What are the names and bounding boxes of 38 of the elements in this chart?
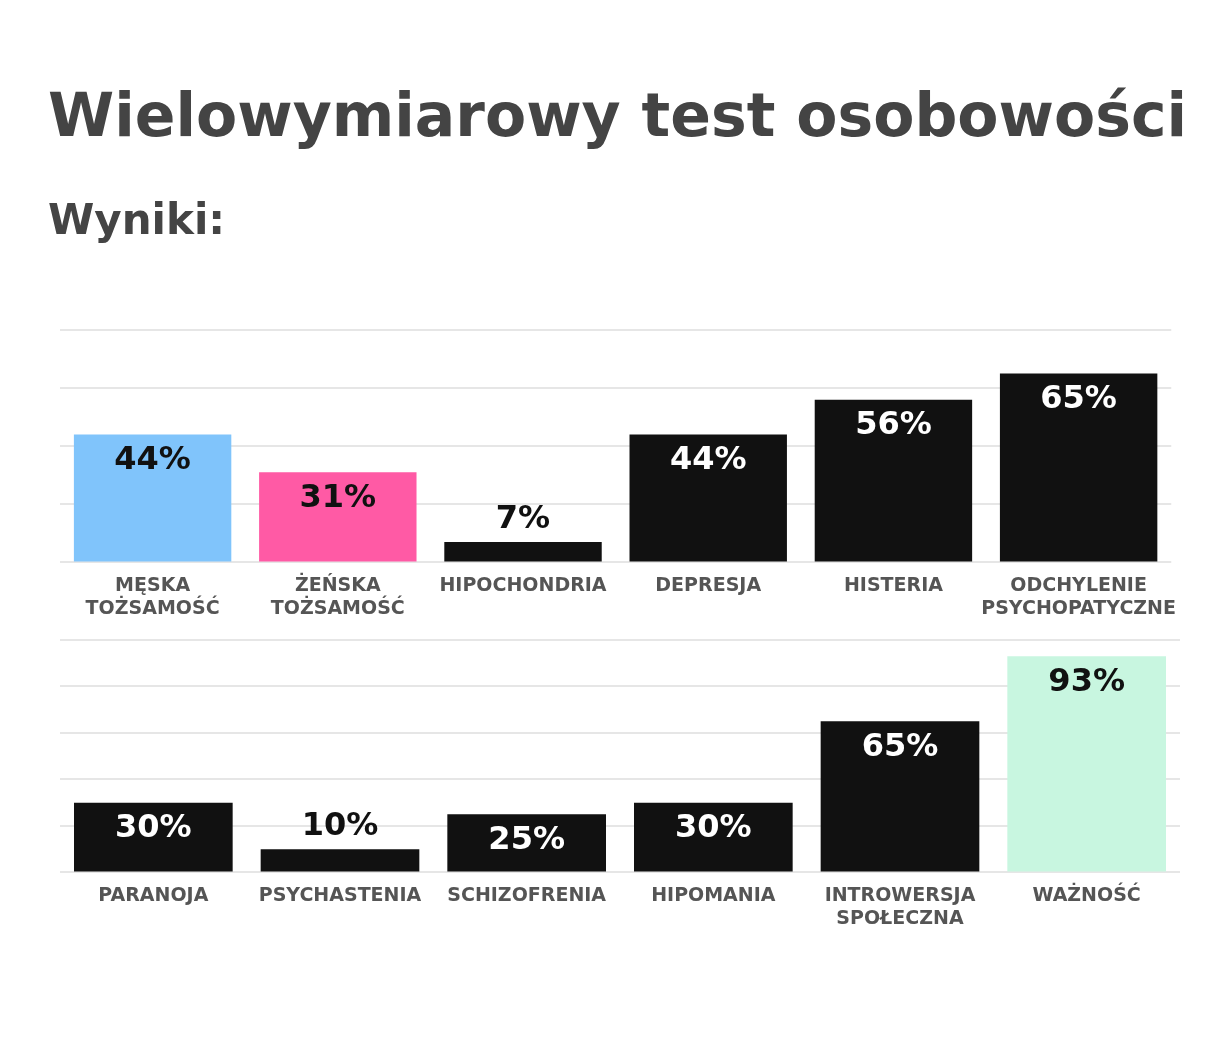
data-label: 65%: [1040, 377, 1117, 416]
bar: [444, 542, 602, 562]
x-tick-label: PSYCHASTENIA: [258, 882, 422, 905]
data-label: 7%: [495, 498, 551, 537]
x-tick-label: DEPRESJA: [655, 572, 762, 595]
bar: [259, 472, 417, 562]
bar: [629, 434, 787, 562]
bar: [74, 802, 233, 872]
data-label: 44%: [114, 438, 191, 477]
chart-subtitle: Wyniki:: [48, 195, 227, 244]
data-label: 10%: [301, 805, 379, 844]
bar: [260, 849, 420, 872]
bar: [73, 434, 232, 562]
x-tick-label: HISTERIA: [843, 572, 944, 595]
data-label: 30%: [675, 806, 752, 845]
bar: [814, 399, 973, 562]
bar: [1007, 656, 1166, 872]
data-label: 56%: [855, 404, 932, 443]
bar: [999, 373, 1158, 562]
x-tick-label: PARANOJA: [98, 882, 209, 905]
data-label: 44%: [669, 438, 747, 477]
x-tick-label: WAŻNOŚĆ: [1032, 881, 1141, 905]
x-tick-label: HIPOMANIA: [651, 882, 776, 905]
bar: [634, 802, 793, 872]
bar: [447, 814, 606, 872]
x-tick-label: ODCHYLENIE PSYCHOPATYCZNE: [981, 572, 1176, 618]
data-label: 65%: [861, 725, 939, 764]
x-tick-label: MĘSKA TOŻSAMOŚĆ: [85, 572, 220, 618]
chart-title: Wielowymiarowy test osobowości: [48, 80, 1189, 150]
data-label: 31%: [299, 476, 377, 515]
x-tick-label: HIPOCHONDRIA: [439, 572, 607, 595]
data-label: 25%: [488, 818, 565, 857]
data-label: 30%: [115, 806, 192, 845]
x-tick-label: ŻEŃSKA TOŻSAMOŚĆ: [270, 571, 405, 618]
data-label: 93%: [1048, 660, 1125, 699]
x-tick-label: INTROWERSJA SPOŁECZNA: [824, 882, 976, 928]
bar: [820, 721, 980, 872]
x-tick-label: SCHIZOFRENIA: [447, 882, 607, 905]
